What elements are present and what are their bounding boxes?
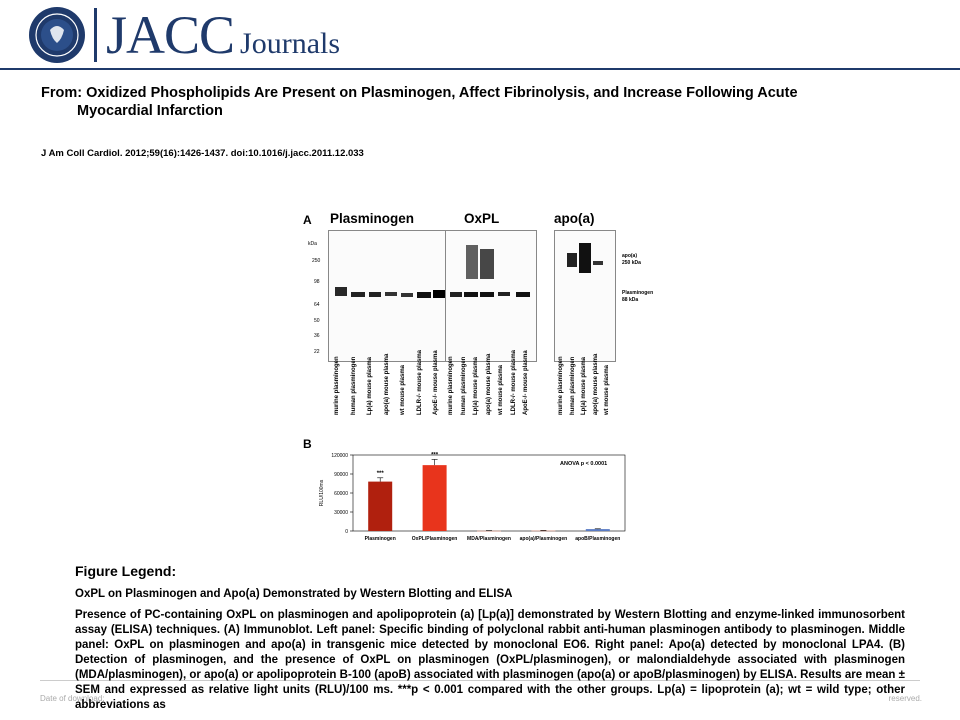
band <box>464 292 478 297</box>
bar <box>368 481 393 531</box>
side-label-plg-2: 88 kDa <box>622 297 639 303</box>
band <box>450 292 462 297</box>
side-label-plasminogen: Plasminogen 88 kDa <box>622 290 653 304</box>
brand-sub: Journals <box>240 27 341 60</box>
blot-title-apoa: apo(a) <box>554 211 595 226</box>
blot-apoa-bands <box>567 243 603 273</box>
blot-plasminogen <box>328 230 452 362</box>
band <box>385 292 397 296</box>
figure: A Plasminogen OxPL apo(a) kDa 250 98 64 … <box>300 205 660 550</box>
side-label-apoa-2: 250 kDa <box>622 260 641 266</box>
legend-subtitle: OxPL on Plasminogen and Apo(a) Demonstra… <box>75 588 513 600</box>
y-axis-label: RLU/100ms <box>319 479 325 506</box>
kda-tick: 50 <box>314 318 320 324</box>
article-title: From: Oxidized Phospholipids Are Present… <box>41 84 901 120</box>
header-rule <box>0 68 960 70</box>
blot-oxpl <box>445 230 537 362</box>
band <box>480 292 494 297</box>
kda-label: kDa <box>308 241 317 247</box>
band <box>466 245 478 279</box>
band <box>498 292 510 296</box>
y-tick-label: 120000 <box>331 453 348 459</box>
band <box>567 253 577 267</box>
band <box>480 249 494 279</box>
side-label-apoa-1: apo(a) <box>622 253 637 259</box>
significance-label: *** <box>377 471 385 477</box>
kda-tick: 36 <box>314 333 320 339</box>
y-tick-label: 60000 <box>334 491 348 497</box>
band <box>579 243 591 273</box>
bar <box>477 530 501 532</box>
blot-title-plasminogen: Plasminogen <box>330 211 415 226</box>
panel-a-label: A <box>303 213 312 227</box>
y-tick-label: 90000 <box>334 472 348 478</box>
significance-label: *** <box>431 452 439 458</box>
panel-b-label: B <box>303 437 312 451</box>
title-line-2: Myocardial Infarction <box>77 103 223 119</box>
band <box>417 292 431 298</box>
journal-logo[interactable]: JACC Journals <box>106 4 340 66</box>
side-label-apoa: apo(a) 250 kDa <box>622 253 641 267</box>
blot-plasminogen-bands <box>335 287 447 298</box>
band <box>593 261 603 265</box>
x-tick-label: OxPL/Plasminogen <box>412 536 458 542</box>
band <box>335 287 347 296</box>
footer-right: reserved. <box>888 694 922 703</box>
bar <box>531 530 556 532</box>
blot-oxpl-bands <box>450 245 530 297</box>
kda-tick: 98 <box>314 279 320 285</box>
blot-title-oxpl: OxPL <box>464 211 500 226</box>
chart-annotation: ANOVA p < 0.0001 <box>560 461 607 467</box>
x-tick-label: MDA/Plasminogen <box>467 536 511 542</box>
y-tick-label: 30000 <box>334 510 348 516</box>
band <box>351 292 365 297</box>
acc-seal-icon <box>29 7 85 63</box>
blot-apoa <box>554 230 616 362</box>
y-tick-label: 0 <box>345 529 348 535</box>
bar <box>422 465 447 531</box>
title-line-1: From: Oxidized Phospholipids Are Present… <box>41 85 798 101</box>
elisa-bar-chart: 0 30000 60000 90000 120000 RLU/100ms ANOVA p <… <box>319 452 626 542</box>
footer-left: Date of download: <box>40 694 105 703</box>
bar <box>585 529 610 531</box>
journal-header: JACC Journals <box>0 0 960 70</box>
logo-divider <box>94 8 97 62</box>
x-tick-label: apoB/Plasminogen <box>575 536 620 542</box>
band <box>516 292 530 297</box>
band <box>369 292 381 297</box>
legend-heading: Figure Legend: <box>75 563 177 579</box>
band <box>433 290 447 298</box>
citation: J Am Coll Cardiol. 2012;59(16):1426-1437… <box>41 148 364 159</box>
legend-body: Presence of PC-containing OxPL on plasmi… <box>75 609 905 711</box>
kda-tick: 250 <box>312 258 321 264</box>
x-tick-label: apo(a)/Plasminogen <box>520 536 568 542</box>
brand-name: JACC <box>106 5 235 65</box>
footer-divider <box>40 680 920 681</box>
x-tick-label: Plasminogen <box>365 536 396 542</box>
side-label-plg-1: Plasminogen <box>622 290 654 296</box>
band <box>401 293 413 297</box>
kda-tick: 64 <box>314 302 320 308</box>
kda-tick: 22 <box>314 349 320 355</box>
